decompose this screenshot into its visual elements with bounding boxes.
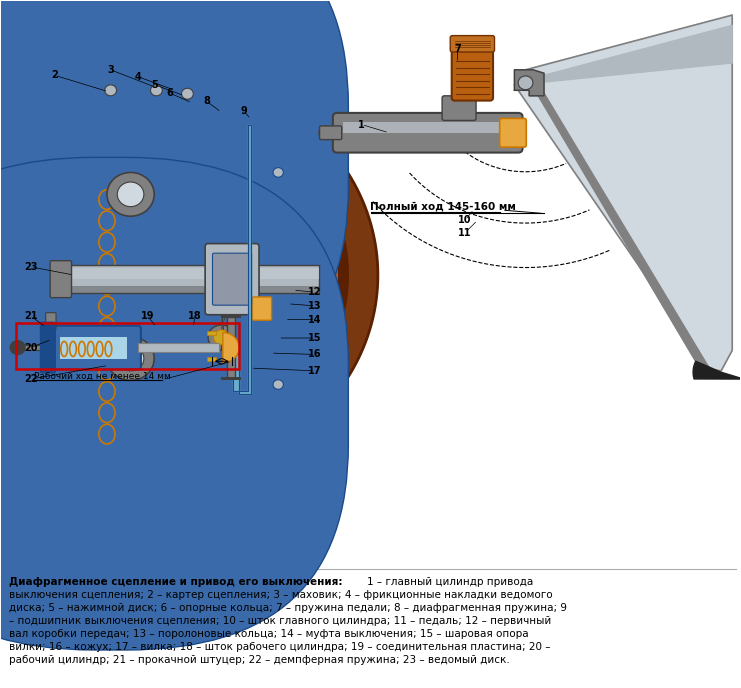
Bar [227, 316, 236, 378]
Circle shape [213, 330, 230, 345]
Circle shape [150, 85, 162, 96]
FancyBboxPatch shape [213, 253, 252, 305]
Text: 19: 19 [141, 311, 154, 321]
Text: 1: 1 [358, 120, 365, 129]
Text: 16: 16 [308, 350, 322, 359]
Circle shape [518, 76, 533, 89]
Text: Рабочий ход не менее 14 мм: Рабочий ход не менее 14 мм [34, 372, 170, 381]
Text: 9: 9 [240, 106, 247, 116]
FancyBboxPatch shape [442, 96, 476, 120]
Polygon shape [75, 43, 311, 535]
FancyBboxPatch shape [93, 64, 296, 109]
FancyBboxPatch shape [0, 0, 348, 393]
FancyBboxPatch shape [93, 441, 296, 486]
Text: 21: 21 [24, 311, 38, 321]
FancyBboxPatch shape [333, 113, 522, 153]
Circle shape [107, 336, 154, 380]
Bar [57, 268, 319, 279]
Circle shape [107, 173, 154, 216]
Polygon shape [160, 74, 378, 477]
Bar [207, 331, 216, 335]
Text: Полный ход 145-160 мм: Полный ход 145-160 мм [370, 202, 516, 212]
Text: 14: 14 [308, 314, 322, 325]
Circle shape [319, 126, 333, 140]
Text: 15: 15 [308, 333, 322, 343]
Circle shape [182, 88, 193, 99]
Text: 5: 5 [152, 80, 159, 90]
Text: выключения сцепления; 2 – картер сцепления; 3 – маховик; 4 – фрикционные накладк: выключения сцепления; 2 – картер сцеплен… [9, 590, 567, 665]
Text: 4: 4 [135, 72, 142, 82]
Polygon shape [514, 15, 732, 371]
Text: 22: 22 [24, 374, 38, 384]
Bar [61, 336, 127, 358]
FancyBboxPatch shape [451, 36, 494, 52]
Polygon shape [514, 69, 544, 96]
Text: 13: 13 [308, 301, 322, 311]
Text: Диафрагменное сцепление и привод его выключения:: Диафрагменное сцепление и привод его вык… [9, 577, 342, 588]
Text: 11: 11 [458, 228, 472, 237]
Text: 6: 6 [166, 88, 173, 98]
FancyBboxPatch shape [50, 261, 72, 298]
FancyBboxPatch shape [253, 297, 272, 320]
Text: 10: 10 [458, 215, 472, 226]
FancyBboxPatch shape [319, 126, 342, 140]
Circle shape [117, 182, 144, 206]
Polygon shape [222, 302, 225, 356]
FancyBboxPatch shape [46, 312, 56, 329]
Polygon shape [222, 246, 225, 325]
Polygon shape [218, 330, 238, 357]
Bar [16, 323, 239, 369]
FancyBboxPatch shape [261, 149, 314, 401]
Polygon shape [97, 69, 285, 480]
Circle shape [208, 325, 235, 350]
FancyBboxPatch shape [0, 158, 348, 650]
Text: 8: 8 [203, 96, 210, 106]
Text: 12: 12 [308, 287, 322, 297]
Polygon shape [1, 43, 116, 508]
Circle shape [104, 85, 116, 96]
FancyBboxPatch shape [47, 325, 141, 369]
Text: 2: 2 [51, 70, 58, 80]
Bar [138, 343, 219, 352]
Text: 7: 7 [454, 44, 461, 54]
Circle shape [273, 168, 283, 178]
Circle shape [273, 380, 283, 389]
Polygon shape [693, 361, 741, 379]
Polygon shape [160, 100, 348, 449]
Wedge shape [223, 332, 239, 363]
Polygon shape [233, 125, 251, 394]
Bar [207, 357, 216, 361]
Text: 20: 20 [24, 343, 38, 352]
Bar [222, 315, 241, 318]
Bar [57, 286, 319, 293]
Circle shape [273, 274, 283, 283]
FancyBboxPatch shape [205, 244, 259, 314]
Text: 3: 3 [107, 65, 114, 75]
Bar [16, 345, 46, 350]
Circle shape [10, 341, 25, 354]
Bar [343, 122, 512, 133]
Text: 17: 17 [308, 366, 322, 376]
Polygon shape [190, 157, 337, 394]
Bar [57, 266, 319, 293]
FancyBboxPatch shape [499, 118, 526, 147]
Bar [222, 377, 241, 380]
Circle shape [117, 346, 144, 371]
Text: 23: 23 [24, 262, 38, 272]
FancyBboxPatch shape [41, 322, 56, 373]
Polygon shape [533, 87, 710, 371]
Text: 18: 18 [188, 311, 202, 321]
Text: 1 – главный цилиндр привода: 1 – главный цилиндр привода [367, 577, 533, 588]
FancyBboxPatch shape [452, 46, 493, 100]
Polygon shape [544, 25, 732, 82]
